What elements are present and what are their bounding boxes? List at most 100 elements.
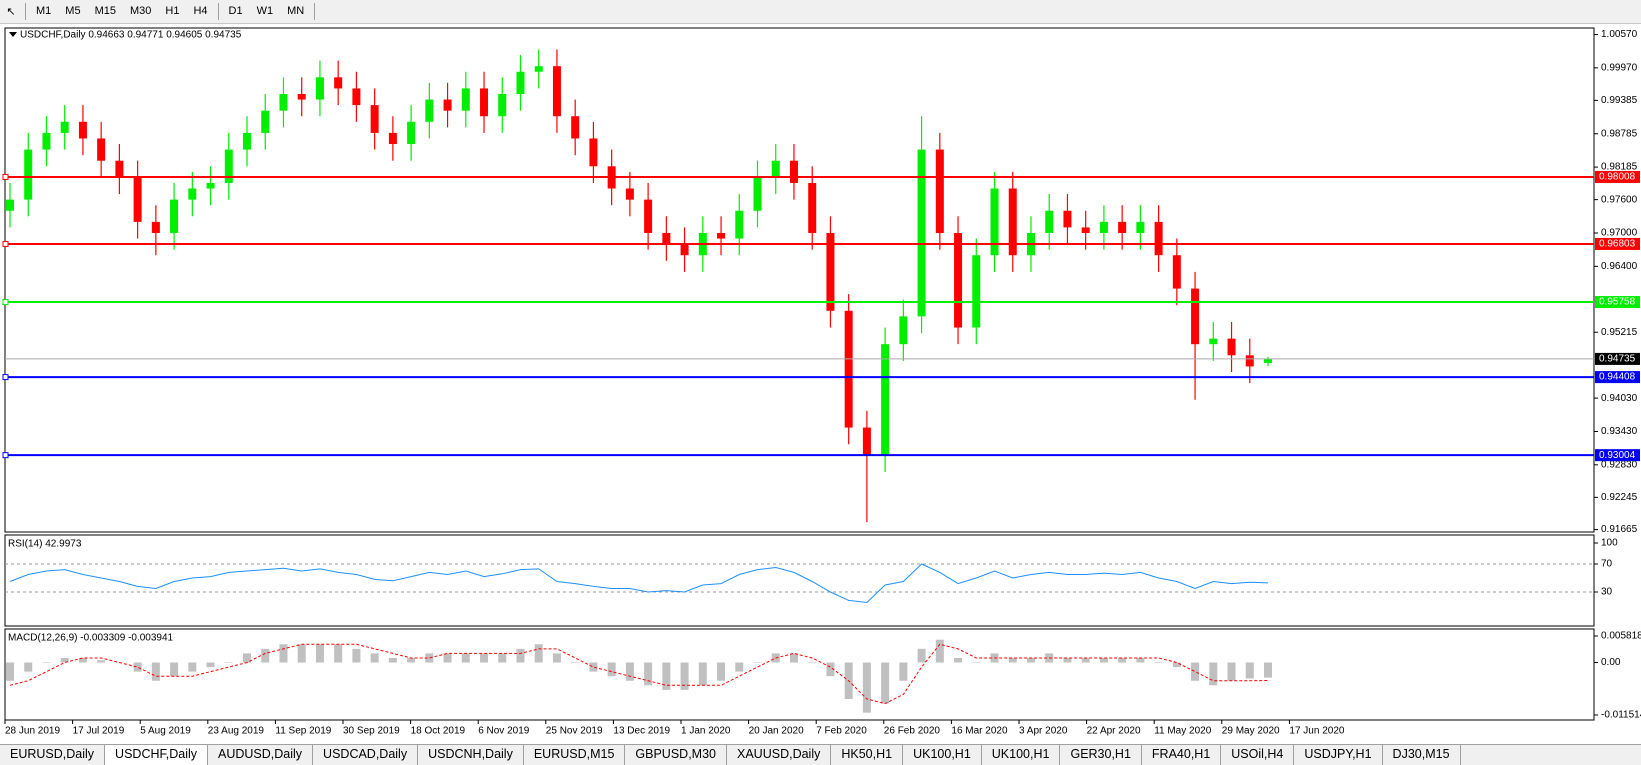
- candle-body: [388, 132, 397, 145]
- candle-body: [1154, 221, 1163, 256]
- candle-body: [1209, 338, 1218, 345]
- x-tick-label: 16 Mar 2020: [951, 726, 1008, 737]
- x-tick-label: 30 Sep 2019: [343, 726, 400, 737]
- candle-body: [917, 149, 926, 317]
- chart-tab[interactable]: EURUSD,M15: [524, 745, 626, 765]
- level-box: [1595, 170, 1640, 183]
- x-tick-label: 3 Apr 2020: [1019, 726, 1068, 737]
- y-tick-label: 1.00570: [1601, 29, 1638, 40]
- timeframe-button[interactable]: D1: [228, 5, 243, 17]
- x-tick-label: 26 Feb 2020: [884, 726, 941, 737]
- macd-bar: [443, 653, 452, 663]
- x-tick-label: 23 Aug 2019: [208, 726, 265, 737]
- x-tick-label: 17 Jul 2019: [73, 726, 125, 737]
- x-tick-label: 18 Oct 2019: [411, 726, 466, 737]
- cursor-icon[interactable]: ↖: [6, 6, 16, 18]
- macd-bar: [1264, 662, 1272, 678]
- timeframe-button[interactable]: M5: [65, 5, 81, 17]
- timeframe-button[interactable]: M30: [129, 5, 152, 17]
- y-tick-label: 0.005818: [1601, 631, 1641, 642]
- candle-body: [78, 121, 87, 139]
- candle-body: [352, 88, 361, 106]
- rsi-line: [9, 563, 1269, 604]
- chart-tab[interactable]: USDCAD,Daily: [313, 745, 419, 765]
- chart-tab[interactable]: UK100,H1: [903, 745, 982, 765]
- chart-tab[interactable]: DJ30,M15: [1383, 745, 1461, 765]
- chart-tab[interactable]: USDJPY,H1: [1294, 745, 1383, 765]
- timeframe-button[interactable]: W1: [256, 5, 274, 17]
- candle-body: [1008, 188, 1017, 256]
- timeframe-button[interactable]: MN: [287, 5, 305, 17]
- x-tick-label: 17 Jun 2020: [1289, 726, 1344, 737]
- chart-tab[interactable]: UK100,H1: [982, 745, 1061, 765]
- chart-tab[interactable]: XAUUSD,Daily: [727, 745, 832, 765]
- macd-bar: [334, 644, 343, 663]
- candle-body: [461, 88, 470, 111]
- macd-bar: [480, 653, 489, 663]
- timeframe-button[interactable]: H4: [193, 5, 208, 17]
- macd-bar: [388, 657, 397, 663]
- candle-body: [224, 149, 233, 183]
- chart-tab[interactable]: GBPUSD,M30: [625, 745, 727, 765]
- macd-bar: [698, 662, 707, 686]
- candle-body: [662, 232, 671, 245]
- macd-bar: [753, 662, 762, 664]
- level-anchor: [2, 173, 9, 180]
- y-tick-label: 0.93430: [1601, 426, 1638, 437]
- y-tick-label: 0.97000: [1601, 228, 1638, 239]
- candle-body: [954, 232, 963, 328]
- chart-tab[interactable]: USOil,H4: [1221, 745, 1295, 765]
- chart-tab[interactable]: USDCHF,Daily: [105, 745, 208, 765]
- rsi-title: RSI(14) 42.9973: [8, 539, 82, 550]
- timeframe-button[interactable]: M1: [36, 5, 52, 17]
- y-tick-label: 0.91665: [1601, 524, 1638, 535]
- candle-body: [97, 138, 106, 161]
- macd-bar: [735, 662, 744, 672]
- x-tick-label: 29 May 2020: [1222, 726, 1280, 737]
- chart-tab[interactable]: AUDUSD,Daily: [208, 745, 314, 765]
- macd-bar: [516, 648, 525, 663]
- macd-bar: [881, 662, 890, 704]
- rsi-panel: [4, 534, 1595, 627]
- candle-body: [170, 199, 179, 233]
- candle-body: [935, 149, 944, 233]
- candle-body: [1264, 358, 1272, 363]
- candle-body: [899, 316, 908, 345]
- chart-tab[interactable]: GER30,H1: [1060, 745, 1142, 765]
- timeframe-button[interactable]: M15: [94, 5, 116, 17]
- macd-bar: [1191, 662, 1200, 681]
- candle-body: [826, 232, 835, 311]
- chart-tab[interactable]: HK50,H1: [831, 745, 904, 765]
- macd-signal: [9, 643, 1269, 705]
- candle-body: [552, 66, 561, 117]
- macd-bar: [151, 662, 160, 681]
- chart-tab[interactable]: FRA40,H1: [1142, 745, 1222, 765]
- candle-body: [480, 88, 489, 117]
- separator: [217, 3, 219, 20]
- y-tick-label: 0.94030: [1601, 393, 1638, 404]
- x-tick-label: 28 Jun 2019: [5, 726, 60, 737]
- chart-tab[interactable]: EURUSD,Daily: [0, 745, 106, 765]
- level-box: [1595, 296, 1640, 309]
- y-tick-label: 70: [1601, 559, 1613, 570]
- y-tick-label: 100: [1601, 538, 1618, 549]
- macd-bar: [644, 662, 653, 686]
- candle-body: [42, 132, 51, 150]
- timeframe-button[interactable]: H1: [165, 5, 180, 17]
- candle-body: [133, 177, 142, 222]
- chart-tab[interactable]: USDCNH,Daily: [418, 745, 524, 765]
- macd-bar: [170, 662, 179, 677]
- y-tick-label: 0.99970: [1601, 62, 1638, 73]
- candle-body: [1118, 221, 1127, 233]
- candle-body: [808, 182, 817, 233]
- level-box: [1595, 237, 1640, 250]
- candle-body: [735, 210, 744, 239]
- x-tick-label: 22 Apr 2020: [1087, 726, 1141, 737]
- chart-tabs: EURUSD,Daily USDCHF,Daily AUDUSD,Daily USDC…: [0, 744, 1641, 765]
- macd-bar: [1154, 662, 1163, 664]
- macd-bar: [425, 653, 434, 663]
- panel-menu-arrow: [9, 32, 17, 37]
- candle-body: [188, 188, 197, 200]
